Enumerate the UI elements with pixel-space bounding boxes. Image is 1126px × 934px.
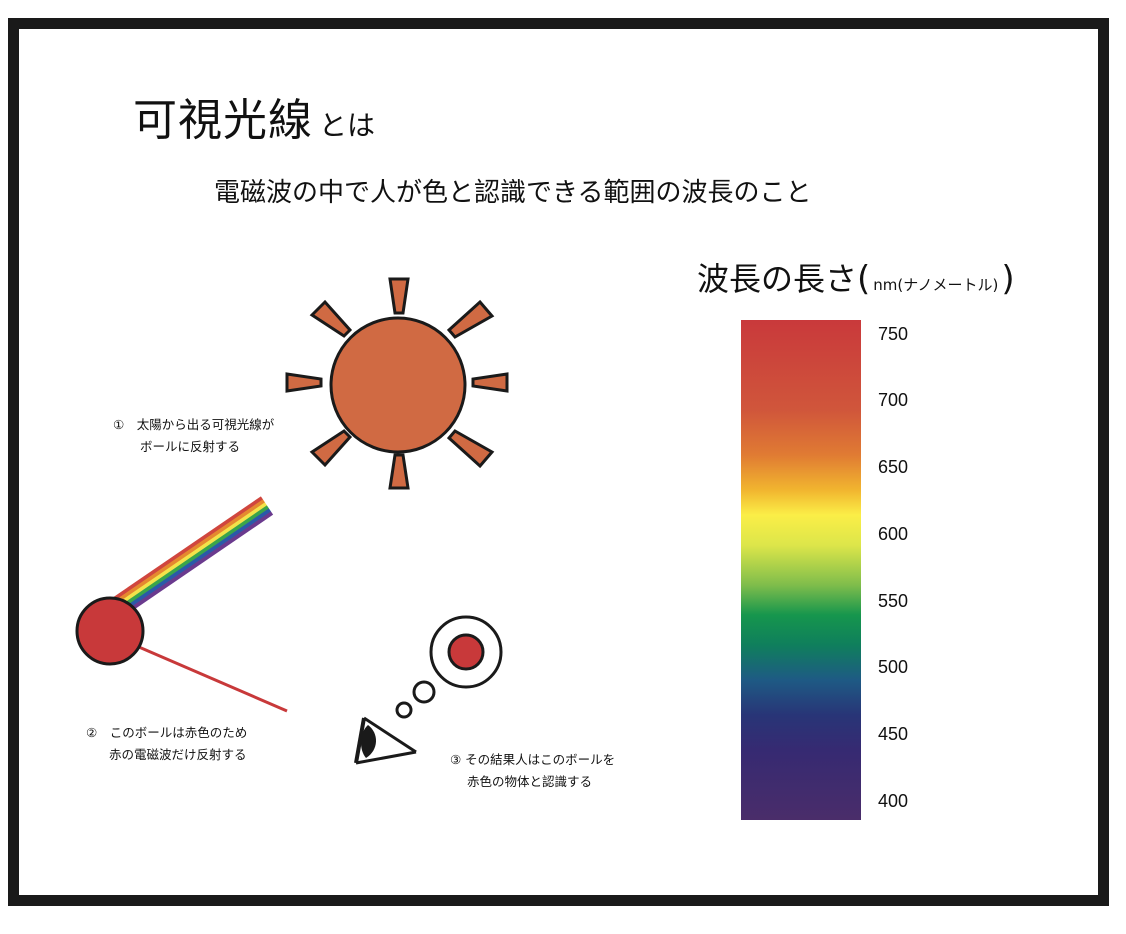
thought-bubble-icon (395, 615, 503, 719)
legend-title-text: 波長の長さ (697, 260, 858, 298)
sun-ray (285, 372, 323, 393)
tick-label: 750 (878, 324, 909, 344)
spectrum-legend-title: 波長の長さ(nm(ナノメートル)) (697, 262, 1015, 296)
tick-label: 550 (878, 591, 909, 611)
legend-unit: nm(ナノメートル) (873, 276, 999, 294)
ball-icon (75, 596, 145, 666)
caption-step3-line2: 赤色の物体と認識する (467, 774, 593, 789)
sun-ray (388, 277, 410, 315)
eye-icon (354, 716, 417, 765)
reflected-red-ray (117, 636, 288, 713)
thought-dot-small (395, 701, 413, 719)
sun-ray (388, 453, 410, 490)
title-main: 可視光線 (133, 95, 313, 146)
tick-label: 600 (878, 524, 909, 544)
rainbow-ray (96, 496, 274, 627)
caption-step3-line1: ③ その結果人はこのボールを (450, 752, 616, 767)
sun-disc (329, 316, 467, 454)
tick-label: 400 (878, 791, 909, 811)
tick-label: 450 (878, 724, 909, 744)
sun-ray (309, 299, 353, 338)
title-suffix: とは (319, 109, 376, 142)
tick-label: 500 (878, 657, 909, 677)
subtitle: 電磁波の中で人が色と認識できる範囲の波長のこと (214, 178, 812, 208)
tick-label: 700 (878, 390, 909, 410)
sun-ray (446, 299, 495, 339)
caption-step2-line2: 赤の電磁波だけ反射する (109, 747, 247, 762)
legend-paren-close: ) (1001, 259, 1015, 299)
sun-ray (309, 429, 353, 468)
thought-ball (447, 633, 485, 671)
sun-icon (285, 277, 509, 490)
spectrum-bar (741, 320, 861, 820)
sun-ray (471, 372, 509, 393)
caption-step3: ③ その結果人はこのボールを 赤色の物体と認識する (450, 749, 615, 793)
caption-step2: ② このボールは赤色のため 赤の電磁波だけ反射する (86, 722, 247, 766)
tick-label: 650 (878, 457, 909, 477)
sun-ray (446, 429, 495, 469)
caption-step2-line1: ② このボールは赤色のため (86, 725, 248, 740)
page-frame (8, 18, 1109, 906)
caption-step1-line1: ① 太陽から出る可視光線が (113, 417, 275, 432)
caption-step1: ① 太陽から出る可視光線が ボールに反射する (113, 414, 274, 458)
legend-paren-open: ( (857, 259, 871, 299)
caption-step1-line2: ボールに反射する (140, 439, 241, 454)
page-title: 可視光線 とは (133, 84, 375, 148)
thought-dot-large (412, 680, 436, 704)
